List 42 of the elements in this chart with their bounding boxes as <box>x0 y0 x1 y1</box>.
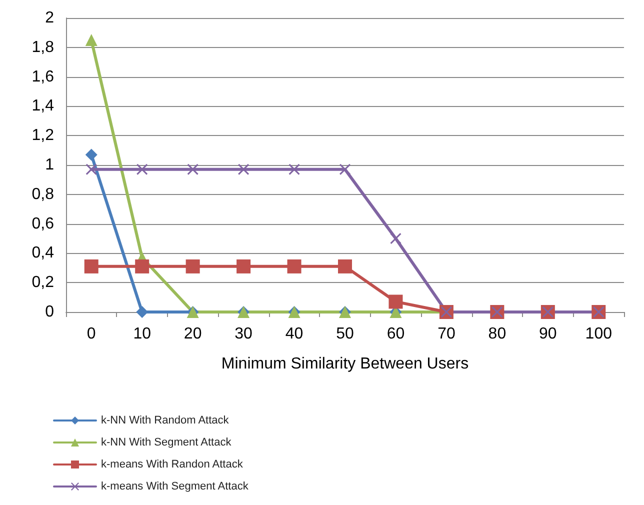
point <box>288 164 300 175</box>
y-tick-label: 0,4 <box>32 244 54 262</box>
point <box>338 259 352 274</box>
point <box>84 259 98 274</box>
point <box>238 164 250 175</box>
x-tick-label: 30 <box>234 326 253 342</box>
y-tick-label: 0,8 <box>32 186 54 203</box>
point <box>135 259 150 274</box>
y-tick-label: 1,2 <box>32 127 54 144</box>
y-tick-label: 1,8 <box>32 38 54 56</box>
x-tick-label: 80 <box>488 326 506 342</box>
legend-label: k-NN With Random Attack <box>101 414 230 426</box>
point <box>287 259 302 274</box>
point <box>388 294 403 309</box>
x-tick-label: 90 <box>539 326 557 342</box>
x-tick-label: 70 <box>438 326 456 342</box>
x-tick-label: 0 <box>86 326 96 342</box>
y-tick-label: 0 <box>45 304 54 320</box>
x-tick-label: 10 <box>133 326 152 342</box>
y-tick-label: 1 <box>45 156 54 174</box>
y-tick-label: 2 <box>45 10 54 26</box>
point <box>187 164 198 175</box>
point <box>186 259 200 274</box>
point <box>236 259 251 274</box>
point <box>340 164 350 175</box>
x-tick-label: 50 <box>336 326 354 342</box>
x-tick-label: 40 <box>285 326 304 342</box>
point <box>390 233 402 244</box>
legend-label: k-NN With Segment Attack <box>101 436 232 448</box>
y-tick-label: 0,2 <box>32 274 54 292</box>
x-tick-label: 100 <box>585 326 612 342</box>
point <box>136 164 148 175</box>
y-tick-label: 1,4 <box>32 98 54 115</box>
legend-label: k-means With Segment Attack <box>101 480 249 492</box>
y-tick-label: 0,6 <box>32 215 54 232</box>
legend-label: k-means With Randon Attack <box>101 458 244 470</box>
point <box>86 164 97 175</box>
x-axis-title: Minimum Similarity Between Users <box>221 356 469 372</box>
y-tick-label: 1,6 <box>32 68 54 86</box>
x-tick-label: 20 <box>184 326 202 342</box>
x-tick-label: 60 <box>386 326 405 342</box>
point <box>85 148 98 161</box>
